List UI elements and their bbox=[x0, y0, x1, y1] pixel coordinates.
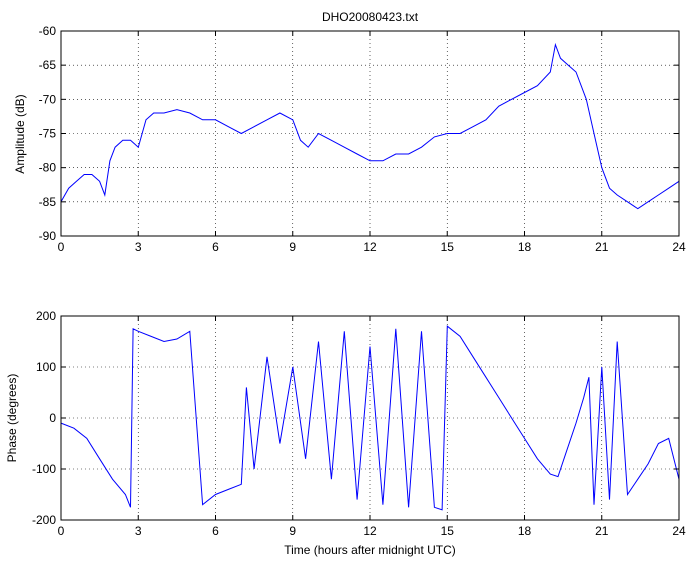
amplitude-ytick-label: -70 bbox=[39, 92, 57, 106]
amplitude-xtick-label: 24 bbox=[672, 240, 686, 254]
amplitude-xtick-label: 15 bbox=[441, 240, 455, 254]
amplitude-xtick-label: 12 bbox=[363, 240, 377, 254]
amplitude-ticks: 0 3 6 9 12 15 18 21 24 -90 -85 -80 -75 -70 -65 -60 bbox=[39, 24, 686, 254]
phase-xtick-label: 12 bbox=[363, 524, 377, 538]
phase-xtick-label: 18 bbox=[518, 524, 532, 538]
amplitude-xtick-label: 6 bbox=[212, 240, 219, 254]
amplitude-axes: 0 3 6 9 12 15 18 21 24 -90 -85 -80 -75 -70 -65 -60 DHO2… bbox=[13, 10, 686, 254]
amplitude-ytick-label: -85 bbox=[39, 195, 57, 209]
amplitude-xtick-label: 9 bbox=[289, 240, 296, 254]
amplitude-xtick-label: 0 bbox=[58, 240, 65, 254]
amplitude-ytick-label: -75 bbox=[39, 127, 57, 141]
phase-ytick-label: -100 bbox=[32, 462, 56, 476]
phase-ytick-label: 200 bbox=[36, 309, 56, 323]
phase-grid bbox=[61, 316, 679, 520]
phase-axes: 0 3 6 9 12 15 18 21 24 -200 -100 0 100 200 Time (hour… bbox=[5, 309, 686, 557]
amplitude-ytick-label: -60 bbox=[39, 24, 57, 38]
amplitude-grid bbox=[61, 31, 679, 236]
phase-ytick-label: 100 bbox=[36, 360, 56, 374]
phase-xtick-label: 24 bbox=[672, 524, 686, 538]
amplitude-xtick-label: 3 bbox=[135, 240, 142, 254]
phase-xtick-label: 0 bbox=[58, 524, 65, 538]
amplitude-series-line bbox=[60, 42, 680, 210]
amplitude-xtick-label: 18 bbox=[518, 240, 532, 254]
phase-ytick-label: 0 bbox=[49, 411, 56, 425]
phase-ytick-label: -200 bbox=[32, 513, 56, 527]
phase-xtick-label: 21 bbox=[595, 524, 609, 538]
phase-ticks: 0 3 6 9 12 15 18 21 24 -200 -100 0 100 200 bbox=[32, 309, 686, 538]
phase-xtick-label: 3 bbox=[135, 524, 142, 538]
amplitude-ytick-label: -80 bbox=[39, 161, 57, 175]
phase-series-line bbox=[60, 325, 680, 511]
phase-xtick-label: 6 bbox=[212, 524, 219, 538]
amplitude-ytick-label: -90 bbox=[39, 229, 57, 243]
phase-xtick-label: 9 bbox=[289, 524, 296, 538]
phase-ylabel: Phase (degrees) bbox=[5, 374, 19, 463]
amplitude-ytick-label: -65 bbox=[39, 58, 57, 72]
amplitude-title: DHO20080423.txt bbox=[322, 10, 419, 24]
amplitude-ylabel: Amplitude (dB) bbox=[13, 94, 27, 173]
amplitude-xtick-label: 21 bbox=[595, 240, 609, 254]
phase-xtick-label: 15 bbox=[441, 524, 455, 538]
phase-xlabel: Time (hours after midnight UTC) bbox=[284, 543, 456, 557]
